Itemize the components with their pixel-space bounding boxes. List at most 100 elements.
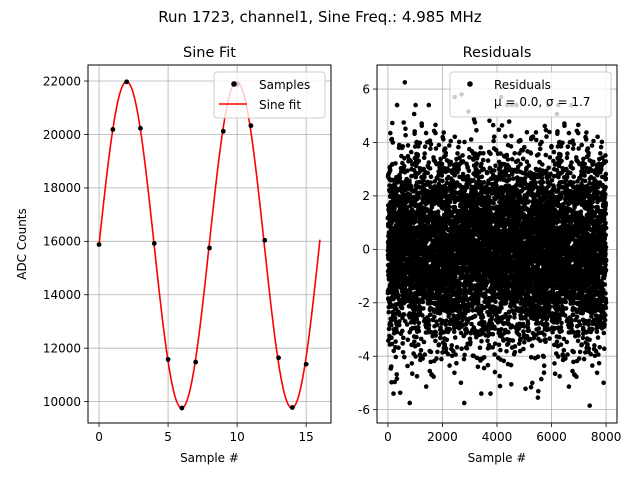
- residual-point: [500, 123, 505, 128]
- residual-point: [417, 321, 422, 326]
- residual-point: [512, 151, 517, 156]
- residual-point: [482, 366, 487, 371]
- residual-point: [401, 350, 406, 355]
- residual-point: [509, 363, 514, 368]
- residual-point: [497, 128, 502, 133]
- residual-point: [394, 372, 399, 377]
- residual-point: [503, 134, 508, 139]
- sine-fit-ytick-label: 18000: [43, 181, 81, 195]
- residual-point: [433, 131, 438, 136]
- residual-point: [423, 144, 428, 149]
- residuals-plot: [386, 80, 609, 408]
- residual-point: [482, 355, 487, 360]
- residual-point: [460, 153, 465, 158]
- residual-point: [443, 342, 448, 347]
- residual-point: [485, 171, 490, 176]
- residual-point: [392, 206, 397, 211]
- residual-point: [402, 355, 407, 360]
- residual-point: [504, 349, 509, 354]
- residual-point: [417, 159, 422, 164]
- residual-point: [444, 319, 449, 324]
- residual-point: [482, 180, 487, 185]
- residual-point: [509, 382, 514, 387]
- residual-point: [400, 306, 405, 311]
- residual-point: [410, 361, 415, 366]
- residual-point: [498, 348, 503, 353]
- residual-point: [401, 336, 406, 341]
- residual-point: [444, 346, 449, 351]
- residual-point: [428, 312, 433, 317]
- residual-point: [462, 353, 467, 358]
- legend-samples-label: Samples: [259, 78, 310, 92]
- residual-point: [491, 332, 496, 337]
- sine-fit-ytick-label: 22000: [43, 74, 81, 88]
- residual-point: [453, 352, 458, 357]
- residual-point: [428, 146, 433, 151]
- sine-fit-legend: Samples Sine fit: [214, 72, 325, 118]
- sample-point: [110, 127, 115, 132]
- residual-point: [492, 168, 497, 173]
- residual-point: [395, 376, 400, 381]
- residual-point: [517, 332, 522, 337]
- residual-point: [416, 195, 421, 200]
- residual-point: [427, 323, 432, 328]
- residual-point: [400, 329, 405, 334]
- sample-point: [262, 238, 267, 243]
- sine-fit-ylabel: ADC Counts: [15, 208, 29, 280]
- residual-point: [473, 120, 478, 125]
- residual-point: [476, 365, 481, 370]
- residual-point: [410, 371, 415, 376]
- residual-point: [406, 143, 411, 148]
- residual-point: [417, 329, 422, 334]
- residual-point: [398, 391, 403, 396]
- sample-point: [207, 246, 212, 251]
- residual-point: [433, 339, 438, 344]
- residual-point: [413, 308, 418, 313]
- residual-point: [429, 142, 434, 147]
- residual-point: [459, 381, 464, 386]
- residual-point: [429, 350, 434, 355]
- residual-point: [434, 333, 439, 338]
- residual-point: [510, 157, 515, 162]
- residual-point: [462, 140, 467, 145]
- residual-point: [507, 177, 512, 182]
- sine-fit-line: [99, 82, 320, 408]
- residual-point: [498, 384, 503, 389]
- residual-point: [389, 364, 394, 369]
- residual-point: [467, 169, 472, 174]
- residual-point: [491, 123, 496, 128]
- sample-point: [124, 79, 129, 84]
- residual-point: [476, 296, 481, 301]
- residual-point: [518, 138, 523, 143]
- residual-point: [509, 144, 514, 149]
- sine-fit-xtick-label: 0: [95, 430, 103, 444]
- residual-point: [443, 146, 448, 151]
- sine-fit-ytick-label: 12000: [43, 341, 81, 355]
- residual-point: [421, 300, 426, 305]
- residual-point: [502, 359, 507, 364]
- residual-point: [506, 157, 511, 162]
- residual-point: [428, 180, 433, 185]
- residual-point: [468, 340, 473, 345]
- residual-point: [403, 127, 408, 132]
- residual-point: [474, 161, 479, 166]
- residual-point: [479, 339, 484, 344]
- residual-point: [481, 151, 486, 156]
- residual-point: [485, 338, 490, 343]
- residual-point: [412, 339, 417, 344]
- sample-point: [249, 123, 254, 128]
- residual-point: [497, 374, 502, 379]
- residual-point: [465, 346, 470, 351]
- sine-fit-plot: [97, 79, 320, 410]
- residual-point: [493, 300, 498, 305]
- residual-point: [509, 134, 514, 139]
- sine-fit-xtick-label: 10: [229, 430, 244, 444]
- residual-point: [402, 164, 407, 169]
- residual-point: [513, 350, 518, 355]
- residual-point: [492, 326, 497, 331]
- residual-point: [422, 175, 427, 180]
- residual-point: [403, 133, 408, 138]
- residual-point: [487, 119, 492, 124]
- residual-point: [422, 151, 427, 156]
